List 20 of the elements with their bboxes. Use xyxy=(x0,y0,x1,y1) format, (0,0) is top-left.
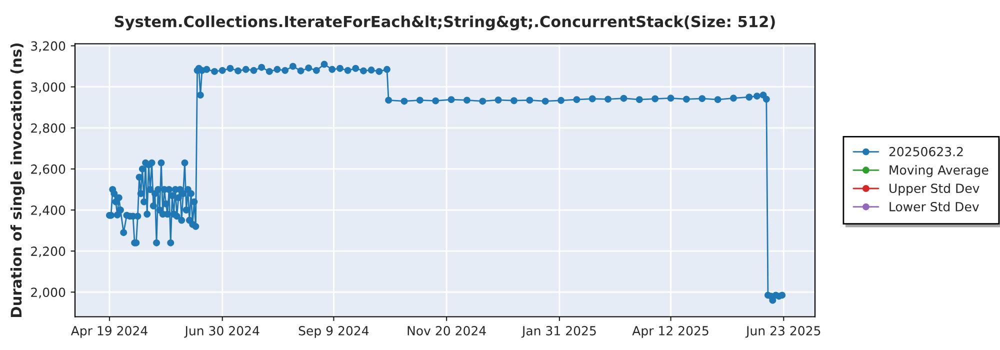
x-tick-label: Sep 9 2024 xyxy=(298,326,369,338)
y-tick-label: 3,200 xyxy=(31,41,66,52)
y-axis-title: Duration of single invocation (ns) xyxy=(10,43,25,317)
x-tick-label: Apr 19 2024 xyxy=(70,326,148,338)
y-tick-label: 2,200 xyxy=(31,246,66,258)
y-tick-label: 2,000 xyxy=(31,288,66,298)
y-tick-label: 2,600 xyxy=(31,164,66,176)
x-tick-label: Jan 31 2025 xyxy=(521,326,596,338)
legend-label: Moving Average xyxy=(890,165,988,178)
legend-label: Lower Std Dev xyxy=(890,202,979,212)
chart-title: System.Collections.IterateForEach&lt;String&gt;.ConcurrentStack(Size: 512) xyxy=(114,15,775,30)
x-tick-label: Jun 23 2025 xyxy=(745,326,820,338)
y-tick-label: 2,400 xyxy=(31,205,66,216)
y-tick-label: 2,800 xyxy=(31,123,66,134)
y-tick-label: 3,000 xyxy=(31,82,66,94)
x-tick-label: Apr 12 2025 xyxy=(632,326,708,338)
legend-label: 20250623.2 xyxy=(889,146,963,156)
x-tick-label: Nov 20 2024 xyxy=(408,326,486,336)
x-tick-label: Jun 30 2024 xyxy=(184,326,260,338)
legend-label: Upper Std Dev xyxy=(890,183,980,196)
